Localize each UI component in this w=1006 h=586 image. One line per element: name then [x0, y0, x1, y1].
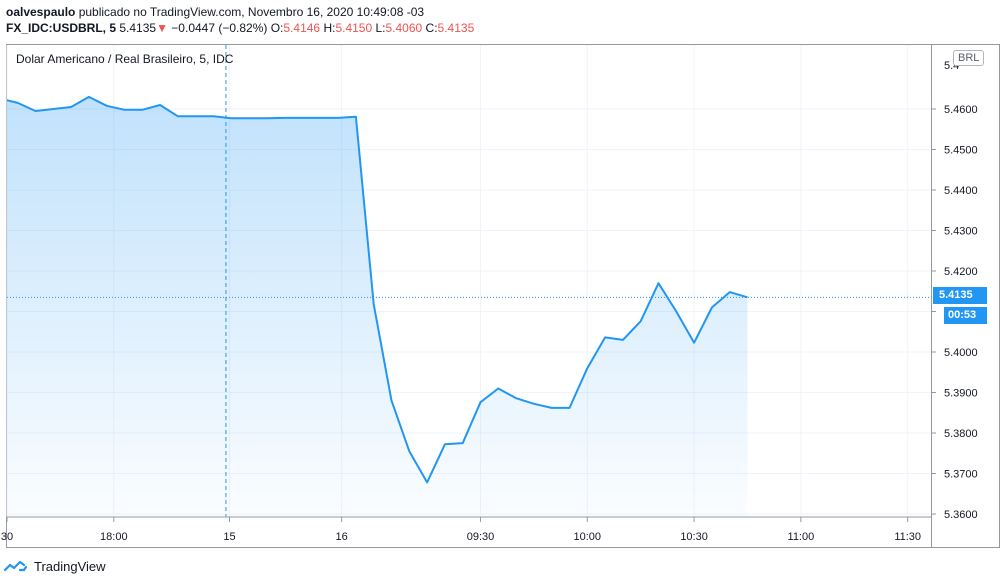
symbol-name: FX_IDC:USDBRL, 5: [6, 21, 117, 35]
x-tick-label: 10:00: [574, 531, 602, 543]
open-value: 5.4146: [283, 21, 321, 35]
chart-legend[interactable]: Dolar Americano / Real Brasileiro, 5, ID…: [16, 52, 234, 66]
y-tick-label: 5.4200: [944, 266, 978, 278]
currency-badge[interactable]: BRL: [953, 50, 985, 66]
open-label: O:: [270, 21, 284, 35]
y-tick-label: 5.4400: [944, 185, 978, 197]
price-line: [7, 95, 748, 484]
down-arrow-icon: ▼: [156, 21, 168, 35]
tradingview-footer[interactable]: TradingView: [4, 558, 106, 574]
y-tick-label: 5.3700: [944, 469, 978, 481]
low-label: L:: [375, 21, 386, 35]
x-tick-label: 09:30: [467, 531, 495, 543]
publish-text: publicado no TradingView.com, Novembro 1…: [78, 5, 425, 19]
x-tick-label: 16: [336, 531, 348, 543]
x-tick-label: 15: [223, 531, 235, 543]
last-price-tag: 5.4135: [933, 287, 987, 304]
y-tick-label: 5.3900: [944, 388, 978, 400]
close-label: C:: [425, 21, 438, 35]
y-tick-label: 5.3800: [944, 428, 978, 440]
price-area-fill: [7, 96, 748, 517]
author-name[interactable]: oalvespaulo: [6, 5, 76, 19]
x-tick-label: 10:30: [680, 531, 708, 543]
y-tick-label: 5.4600: [944, 104, 978, 116]
publish-info: oalvespaulo publicado no TradingView.com…: [6, 4, 474, 20]
symbol-info: FX_IDC:USDBRL, 5 5.4135▼ −0.0447 (−0.82%…: [6, 20, 474, 36]
close-value: 5.4135: [437, 21, 475, 35]
high-value: 5.4150: [335, 21, 373, 35]
y-tick-label: 5.3600: [944, 509, 978, 521]
last-price: 5.4135: [119, 21, 157, 35]
bar-countdown-tag: 00:53: [944, 307, 987, 324]
low-value: 5.4060: [385, 21, 423, 35]
y-tick-label: 5.4300: [944, 226, 978, 238]
footer-brand: TradingView: [34, 558, 106, 574]
price-scale[interactable]: [931, 44, 1000, 548]
price-change: −0.0447 (−0.82%): [171, 21, 268, 35]
x-tick-label: 11:00: [788, 531, 815, 543]
chart-header: oalvespaulo publicado no TradingView.com…: [6, 4, 474, 36]
x-tick-label: 30: [1, 531, 13, 543]
y-tick-label: 5.4000: [944, 347, 978, 359]
tradingview-logo-icon: [4, 560, 28, 572]
y-tick-label: 5.4500: [944, 145, 978, 157]
high-label: H:: [323, 21, 336, 35]
x-tick-label: 18:00: [100, 531, 128, 543]
x-tick-label: 11:30: [894, 531, 921, 543]
